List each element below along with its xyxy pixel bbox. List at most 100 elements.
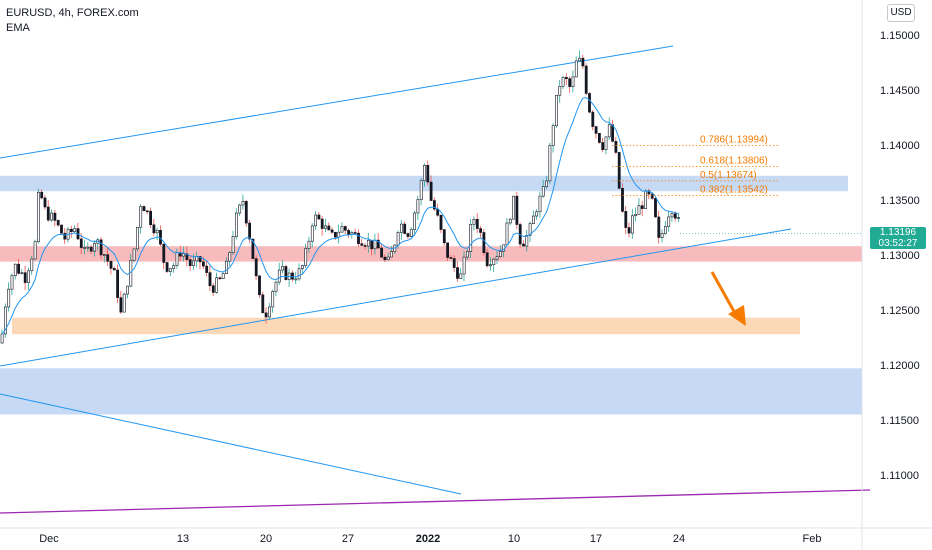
candle	[337, 231, 341, 238]
candle	[83, 247, 87, 249]
candle	[670, 213, 674, 218]
price-tick-label: 1.12000	[880, 360, 920, 372]
candle	[27, 270, 30, 283]
candle	[172, 265, 176, 269]
candle	[495, 256, 499, 260]
ema-line	[1, 97, 679, 335]
candle	[383, 256, 387, 261]
price-axis[interactable]: 1.15000 1.14500 1.14000 1.13500 1.13000 1.125…	[880, 30, 920, 482]
candle	[248, 222, 252, 240]
candle	[439, 214, 443, 230]
candle	[202, 261, 205, 267]
projection-arrow-head	[728, 305, 746, 326]
price-tick-label: 1.14000	[880, 140, 920, 152]
candle	[522, 243, 525, 247]
candle	[568, 78, 572, 87]
candle	[449, 257, 453, 259]
candle	[597, 133, 601, 143]
candle	[258, 275, 261, 296]
candle	[667, 216, 671, 227]
candle	[452, 258, 456, 268]
candle	[30, 258, 34, 272]
candle	[0, 333, 4, 344]
candle	[538, 195, 542, 213]
fib-level-label: 0.382(1.13542)	[700, 184, 768, 195]
candle	[4, 306, 7, 335]
channel-lower-line	[0, 228, 792, 367]
candle	[56, 220, 60, 226]
candle	[456, 267, 459, 279]
candle	[188, 259, 192, 266]
time-tick-label: 20	[260, 533, 272, 545]
candle	[106, 254, 110, 262]
candle	[541, 186, 545, 197]
candle	[584, 65, 588, 94]
resistance-zone-lower	[0, 368, 862, 415]
candle	[627, 227, 631, 234]
price-tick-label: 1.11500	[880, 415, 919, 427]
candle	[126, 285, 129, 295]
candle	[142, 206, 146, 212]
candle	[86, 246, 90, 249]
candle	[261, 294, 265, 314]
channel-upper-line	[0, 45, 674, 159]
candle	[274, 281, 278, 292]
candle	[79, 238, 83, 248]
candle	[624, 211, 628, 228]
candle	[512, 195, 516, 220]
candle	[459, 273, 463, 279]
candle	[498, 251, 502, 257]
candle	[320, 218, 324, 229]
candle	[403, 223, 407, 234]
candle	[119, 297, 123, 313]
candle	[340, 226, 344, 233]
candle	[564, 77, 568, 79]
candle	[479, 228, 483, 233]
candle	[291, 272, 294, 280]
candle	[116, 269, 120, 298]
candle	[571, 76, 575, 87]
candle	[165, 262, 169, 272]
symbol-title[interactable]: EURUSD, 4h, FOREX.com	[6, 7, 139, 19]
long-term-line	[0, 489, 871, 514]
candle	[254, 258, 258, 277]
candle	[357, 232, 360, 244]
candle	[475, 218, 479, 229]
candle	[267, 306, 271, 318]
trendline-layer	[0, 45, 871, 514]
candle	[660, 233, 664, 238]
bar-countdown: 03:52:27	[878, 238, 918, 249]
candle	[225, 260, 228, 274]
candle	[244, 201, 248, 224]
candle	[89, 246, 93, 252]
candle	[314, 214, 318, 227]
currency-button[interactable]: USD	[887, 4, 915, 22]
fib-layer: 0.786(1.13994) 0.618(1.13806) 0.5(1.13674)…	[612, 135, 780, 196]
candle	[551, 125, 555, 146]
candle	[182, 253, 186, 257]
indicator-label[interactable]: EMA	[6, 22, 30, 34]
candle	[472, 218, 476, 225]
candle	[307, 240, 311, 249]
candle	[515, 195, 519, 225]
candle	[99, 239, 103, 256]
candle	[162, 243, 166, 263]
candle	[611, 124, 615, 142]
candle	[469, 224, 473, 252]
candle	[650, 193, 654, 199]
candle	[574, 60, 578, 78]
candle	[416, 199, 420, 214]
candle	[370, 239, 374, 250]
candle	[218, 277, 222, 280]
candle	[591, 111, 595, 127]
candle	[644, 190, 648, 209]
candle	[657, 216, 661, 238]
candle	[155, 229, 159, 234]
candle	[492, 258, 496, 266]
candle	[50, 212, 54, 221]
candle	[614, 141, 618, 153]
time-axis[interactable]: Dec 13 20 27 2022 10 17 24 Feb	[39, 533, 821, 545]
candle	[482, 232, 486, 253]
candle	[462, 256, 466, 275]
